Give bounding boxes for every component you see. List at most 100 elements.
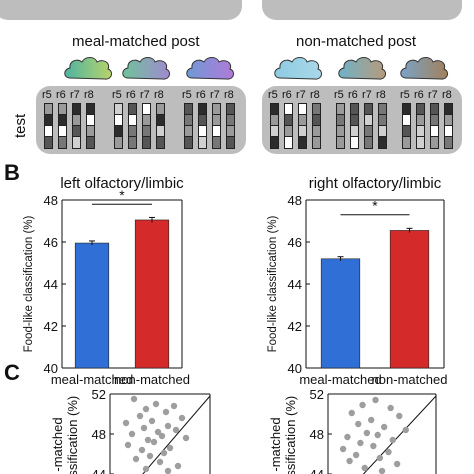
scatter-point bbox=[361, 464, 368, 472]
bar bbox=[74, 242, 110, 369]
x-tick-label: non-matched bbox=[372, 372, 448, 387]
run-cell bbox=[313, 137, 320, 148]
scatter-point bbox=[363, 429, 371, 437]
run-cell bbox=[73, 115, 80, 126]
odor-cloud bbox=[274, 57, 323, 80]
run-cell bbox=[431, 126, 438, 137]
run-cell bbox=[285, 126, 292, 137]
run-column bbox=[86, 103, 95, 149]
scatter-point bbox=[142, 405, 150, 413]
run-cell bbox=[227, 137, 234, 148]
scatter-point bbox=[144, 436, 152, 444]
run-label: r7 bbox=[362, 89, 372, 101]
run-cell bbox=[45, 126, 52, 137]
run-cell bbox=[73, 137, 80, 148]
run-cell bbox=[45, 137, 52, 148]
bar bbox=[320, 258, 361, 369]
run-cell bbox=[227, 104, 234, 115]
scatter-point bbox=[130, 395, 138, 403]
run-label: r5 bbox=[182, 89, 192, 101]
scatter-point bbox=[357, 439, 364, 447]
scatter-point bbox=[378, 467, 386, 474]
scatter-point bbox=[396, 412, 403, 420]
run-cell bbox=[313, 115, 320, 126]
panel-letter-b: B bbox=[4, 160, 20, 185]
y-axis-label: classification (%) bbox=[65, 396, 80, 474]
run-column bbox=[416, 103, 425, 149]
run-column bbox=[142, 103, 151, 149]
run-cell bbox=[143, 137, 150, 148]
run-cell bbox=[59, 126, 66, 137]
run-label: r6 bbox=[196, 89, 206, 101]
run-cell bbox=[185, 104, 192, 115]
run-label: r8 bbox=[442, 89, 452, 101]
run-cell bbox=[199, 126, 206, 137]
run-cell bbox=[313, 104, 320, 115]
train-box-left bbox=[0, 0, 242, 20]
y-tick-label: 46 bbox=[288, 235, 302, 250]
run-cell bbox=[143, 104, 150, 115]
scatter-point bbox=[152, 400, 160, 408]
run-cell bbox=[199, 115, 206, 126]
run-cell bbox=[73, 126, 80, 137]
run-label: r8 bbox=[376, 89, 386, 101]
scatter-point bbox=[370, 442, 377, 450]
y-tick-label: 44 bbox=[44, 277, 58, 292]
scatter-point bbox=[150, 438, 158, 446]
scatter-point bbox=[359, 401, 366, 409]
scatter-point bbox=[178, 414, 186, 422]
run-cell bbox=[213, 115, 220, 126]
run-cell bbox=[227, 115, 234, 126]
scatter-point bbox=[122, 419, 130, 427]
run-cell bbox=[59, 137, 66, 148]
scatter-point bbox=[352, 451, 360, 459]
run-cell bbox=[403, 126, 410, 137]
run-cell bbox=[199, 104, 206, 115]
run-column bbox=[364, 103, 373, 149]
run-cell bbox=[115, 104, 122, 115]
run-cell bbox=[417, 137, 424, 148]
run-cell bbox=[313, 126, 320, 137]
run-cell bbox=[45, 115, 52, 126]
run-cell bbox=[271, 126, 278, 137]
significance-star: * bbox=[119, 187, 125, 203]
run-cell bbox=[129, 137, 136, 148]
run-cell bbox=[431, 115, 438, 126]
run-cell bbox=[87, 104, 94, 115]
y-axis-label: -matched bbox=[268, 417, 283, 471]
run-column bbox=[184, 103, 193, 149]
run-label: r7 bbox=[210, 89, 220, 101]
run-cell bbox=[351, 126, 358, 137]
run-cell bbox=[59, 115, 66, 126]
scatter-point bbox=[389, 436, 396, 444]
y-tick-label: 46 bbox=[44, 235, 58, 250]
run-cell bbox=[129, 126, 136, 137]
run-column bbox=[298, 103, 307, 149]
run-cell bbox=[379, 137, 386, 148]
x-tick-label: meal-matched bbox=[299, 372, 381, 387]
run-column bbox=[378, 103, 387, 149]
scatter-point bbox=[339, 445, 347, 453]
scatter-point bbox=[344, 433, 351, 441]
run-label: r6 bbox=[126, 89, 136, 101]
y-tick-label: 42 bbox=[44, 319, 58, 334]
y-tick-label: 48 bbox=[44, 193, 58, 208]
run-cell bbox=[417, 115, 424, 126]
run-column bbox=[312, 103, 321, 149]
run-cell bbox=[271, 137, 278, 148]
run-cell bbox=[115, 137, 122, 148]
x-tick-label: non-matched bbox=[114, 372, 190, 387]
run-cell bbox=[351, 104, 358, 115]
run-column bbox=[336, 103, 345, 149]
run-cell bbox=[379, 126, 386, 137]
scatter-point bbox=[156, 458, 164, 466]
run-column bbox=[198, 103, 207, 149]
run-cell bbox=[379, 104, 386, 115]
group-title-meal-matched: meal-matched post bbox=[72, 33, 200, 50]
odor-cloud bbox=[400, 57, 449, 80]
y-tick-label: 52 bbox=[92, 387, 106, 402]
run-cell bbox=[445, 104, 452, 115]
run-cell bbox=[157, 115, 164, 126]
run-cell bbox=[337, 115, 344, 126]
run-column bbox=[226, 103, 235, 149]
